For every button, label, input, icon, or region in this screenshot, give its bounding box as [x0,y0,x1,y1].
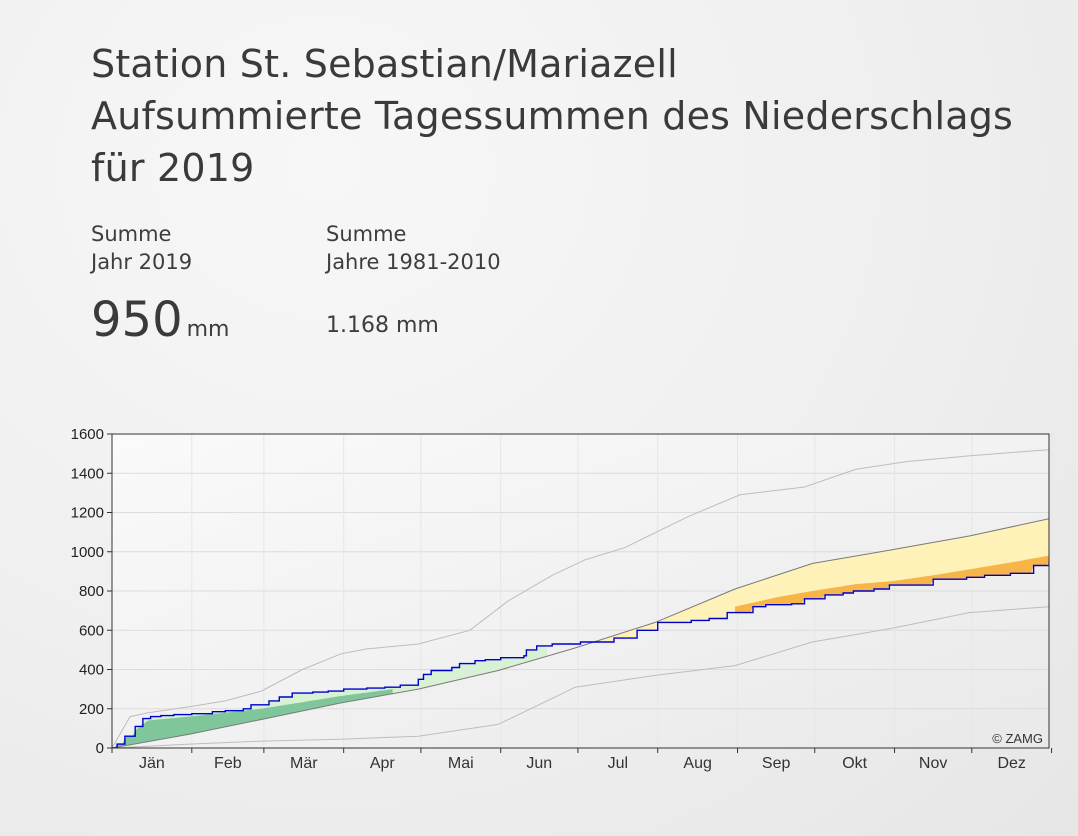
x-tick-label: Dez [997,755,1025,772]
copyright-label: © ZAMG [992,731,1043,746]
y-axis: 0 200 400 600 800 1000 1200 1400 1600 [71,426,112,757]
x-tick-label: Jun [526,755,552,772]
title-line-description: Aufsummierte Tagessummen des Niederschla… [91,94,1014,138]
y-tick-label: 1600 [71,426,104,443]
stat-normal-label: Summe Jahre 1981-2010 [326,220,501,276]
below-normal-fill [495,518,1049,672]
y-tick-label: 400 [79,662,104,679]
x-tick-label: Sep [762,755,791,772]
stat-year-value: 950 mm [91,292,230,348]
y-tick-label: 1000 [71,544,104,561]
series-max-envelope [112,449,1049,748]
above-normal-strong-fill [112,689,393,748]
x-tick-label: Feb [214,755,242,772]
series-min-envelope [112,606,1049,748]
y-tick-label: 1400 [71,465,104,482]
x-tick-label: Mär [290,755,318,772]
stat-year-label-2: Jahr 2019 [91,250,193,274]
series-2019 [112,561,1049,748]
x-tick-label: Apr [370,755,396,772]
title-line-year: für 2019 [91,146,255,190]
y-tick-label: 1200 [71,505,104,522]
y-tick-label: 0 [96,740,104,757]
x-tick-label: Mai [448,755,474,772]
y-tick-label: 200 [79,701,104,718]
series-mean-1981-2010 [112,518,1049,748]
x-tick-label: Nov [919,755,947,772]
stat-normal-label-1: Summe [326,222,407,246]
y-tick-label: 800 [79,583,104,600]
series-lines [112,449,1049,748]
stat-year-number: 950 [91,292,183,348]
y-tick-label: 600 [79,622,104,639]
x-axis: Jän Feb Mär Apr Mai Jun Jul Aug Sep Okt Nov Dez [111,748,1053,772]
x-tick-label: Jul [608,755,628,772]
chart-title: Station St. Sebastian/Mariazell Aufsummi… [91,38,1013,194]
title-line-station: Station St. Sebastian/Mariazell [91,42,678,86]
stat-year-label: Summe Jahr 2019 [91,220,192,276]
stat-normal-label-2: Jahre 1981-2010 [326,250,501,274]
x-tick-label: Okt [842,755,867,772]
stat-year-unit: mm [186,317,230,342]
stat-normal-value: 1.168 mm [326,313,439,338]
precipitation-chart: 0 200 400 600 800 1000 1200 1400 1600 Jän Feb Mär A… [71,426,1053,772]
stat-year-label-1: Summe [91,222,172,246]
x-tick-label: Jän [139,755,165,772]
x-tick-label: Aug [683,755,711,772]
